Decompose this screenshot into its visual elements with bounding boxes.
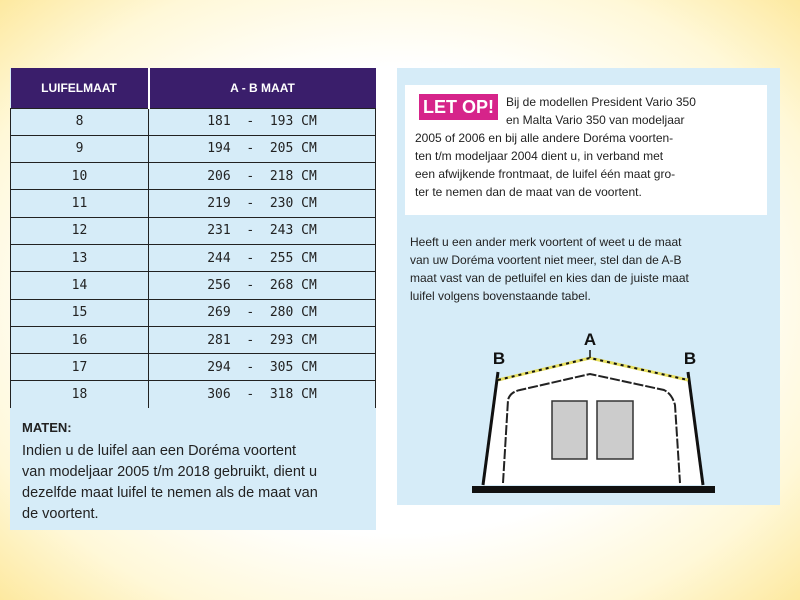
let-op-line: 2005 of 2006 en bij alle andere Doréma v… [415,131,674,145]
instructions-line: maat vast van de petluifel en kies dan d… [410,271,689,285]
let-op-box: LET OP! Bij de modellen President Vario … [405,85,767,215]
ab-maat-cell: 181 - 193 CM [148,107,376,136]
ab-maat-cell: 219 - 230 CM [148,189,376,218]
table-row: 14 256 - 268 CM [10,271,376,300]
table-row: 18 306 - 318 CM [10,380,376,409]
window-left [551,400,588,460]
label-a: A [584,330,596,349]
luifelmaat-cell: 16 [10,325,149,355]
luifelmaat-cell: 12 [10,216,149,245]
table-row: 8 181 - 193 CM [10,107,376,136]
instructions-line: Heeft u een ander merk voortent of weet … [410,235,682,249]
let-op-line: Bij de modellen President Vario 350 [506,95,696,109]
header-ab-maat: A - B MAAT [148,68,376,108]
let-op-line: ten t/m modeljaar 2004 dient u, in verba… [415,149,664,163]
instructions: Heeft u een ander merk voortent of weet … [410,233,689,305]
let-op-badge: LET OP! [419,94,498,120]
header-luifelmaat: LUIFELMAAT [10,68,150,108]
let-op-line: ter te nemen dan de maat van de voortent… [415,185,642,199]
table-row: 9 194 - 205 CM [10,134,376,164]
table-row: 10 206 - 218 CM [10,162,376,191]
maten-line: Indien u de luifel aan een Doréma voorte… [22,443,297,459]
let-op-line: een afwijkende frontmaat, de luifel één … [415,167,676,181]
tent-right-edge [686,371,705,486]
label-b-left: B [493,349,505,368]
table-row: 11 219 - 230 CM [10,189,376,218]
ab-maat-cell: 281 - 293 CM [148,325,376,355]
label-b-right: B [684,349,696,368]
luifelmaat-cell: 9 [10,134,149,164]
instructions-line: van uw Doréma voortent niet meer, stel d… [410,253,682,267]
ab-maat-cell: 231 - 243 CM [148,216,376,245]
ab-measure-dashes [497,356,689,381]
table-row: 16 281 - 293 CM [10,325,376,355]
luifelmaat-cell: 18 [10,380,149,409]
size-table: LUIFELMAAT A - B MAAT 8 181 - 193 CM 9 194 … [10,68,376,409]
table-row: 12 231 - 243 CM [10,216,376,245]
ab-maat-cell: 206 - 218 CM [148,162,376,191]
tent-ground [472,486,715,493]
table-row: 15 269 - 280 CM [10,298,376,327]
luifelmaat-cell: 17 [10,353,149,382]
luifelmaat-cell: 11 [10,189,149,218]
ab-maat-cell: 244 - 255 CM [148,243,376,273]
maten-title: MATEN: [22,420,72,435]
right-panel: LET OP! Bij de modellen President Vario … [397,68,780,505]
tent-inner-frame [502,372,681,484]
ab-maat-cell: 306 - 318 CM [148,380,376,409]
window-right [596,400,634,460]
luifelmaat-cell: 14 [10,271,149,300]
table-row: 13 244 - 255 CM [10,243,376,273]
tent-left-edge [481,371,500,486]
maten-line: van modeljaar 2005 t/m 2018 gebruikt, di… [22,464,318,480]
table-header: LUIFELMAAT A - B MAAT [10,68,376,108]
maten-info: MATEN: Indien u de luifel aan een Doréma… [10,408,376,530]
luifelmaat-cell: 8 [10,107,149,136]
luifelmaat-cell: 15 [10,298,149,327]
maten-line: dezelfde maat luifel te nemen als de maa… [22,485,318,501]
ab-maat-cell: 194 - 205 CM [148,134,376,164]
maten-line: de voortent. [22,506,99,522]
ab-maat-cell: 256 - 268 CM [148,271,376,300]
tent-body [483,358,703,485]
ab-maat-cell: 269 - 280 CM [148,298,376,327]
table-row: 17 294 - 305 CM [10,353,376,382]
instructions-line: luifel volgens bovenstaande tabel. [410,289,591,303]
ab-maat-cell: 294 - 305 CM [148,353,376,382]
let-op-line: en Malta Vario 350 van modeljaar [506,113,685,127]
